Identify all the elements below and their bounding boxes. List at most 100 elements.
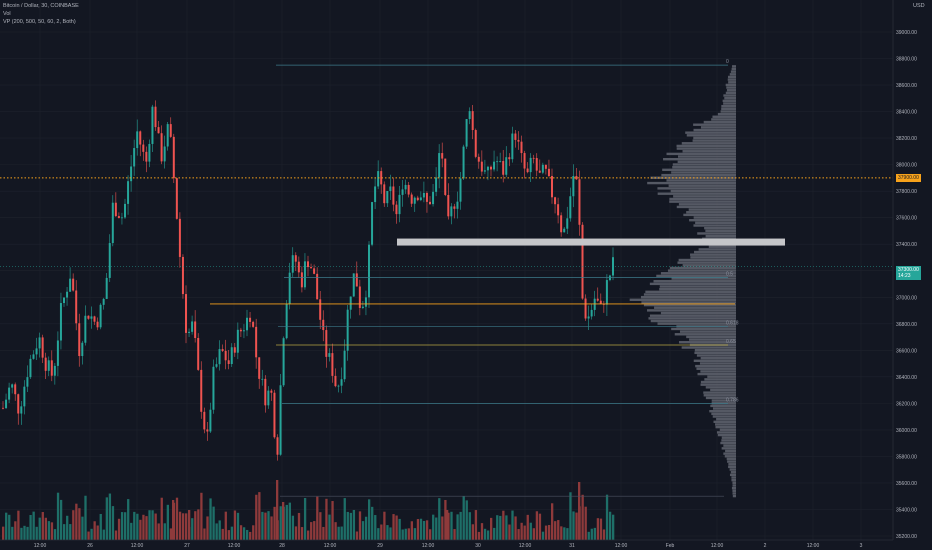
- profile-row: [694, 351, 736, 355]
- volume-bar: [47, 521, 51, 540]
- volume-indicator-label[interactable]: Vol: [3, 11, 11, 17]
- volume-spike: [172, 500, 175, 540]
- candle-body: [242, 330, 245, 332]
- profile-row: [721, 447, 736, 450]
- drawing-overlays[interactable]: 0 0.5 0.618 0.65 0.786: [0, 59, 893, 497]
- profile-row: [657, 192, 736, 195]
- profile-row: [698, 248, 736, 251]
- fib-level-label: 0: [726, 59, 729, 65]
- candle-body: [136, 131, 139, 149]
- candle-body: [526, 168, 529, 173]
- candle-body: [236, 329, 239, 353]
- profile-row: [672, 163, 736, 166]
- volume-bar: [541, 531, 545, 540]
- profile-row: [692, 139, 736, 142]
- candle-body: [316, 273, 319, 300]
- profile-row: [732, 65, 736, 68]
- profile-row: [641, 301, 736, 304]
- volume-bar: [285, 504, 288, 540]
- volume-bar: [520, 522, 523, 540]
- profile-row: [669, 266, 736, 270]
- candle-body: [337, 385, 340, 387]
- volume-bar: [313, 521, 316, 540]
- candle-body: [26, 377, 29, 387]
- candle-body: [185, 294, 187, 333]
- candle-body: [35, 348, 38, 355]
- candle-body: [78, 323, 81, 357]
- profile-row: [686, 335, 736, 339]
- volume-bar: [215, 523, 218, 540]
- volume-bar: [462, 496, 465, 540]
- volume-bar: [499, 515, 502, 540]
- volume-spike: [282, 502, 285, 540]
- candle-body: [102, 298, 105, 305]
- candle-body: [8, 387, 11, 400]
- volume-bar: [389, 527, 392, 540]
- volume-bar: [26, 526, 29, 540]
- price-tick-label: 35800.00: [896, 454, 917, 460]
- candle-body: [386, 190, 389, 204]
- candle-body: [206, 429, 209, 432]
- volume-bar: [75, 503, 78, 540]
- profile-row: [705, 396, 736, 400]
- profile-row: [683, 213, 736, 217]
- volume-bar: [529, 522, 532, 540]
- volume-bar: [371, 506, 374, 540]
- volume-bar: [157, 523, 160, 540]
- resistance-zone[interactable]: [397, 238, 785, 246]
- volume-bar: [136, 513, 139, 540]
- profile-row: [666, 179, 736, 182]
- candle-body: [264, 378, 267, 406]
- candle-body: [221, 349, 224, 351]
- volume-profile-label[interactable]: VP (200, 500, 50, 60, 2, Both): [3, 19, 76, 25]
- currency-label[interactable]: USD: [913, 3, 925, 9]
- volume-bar: [593, 527, 596, 540]
- candle-body: [117, 216, 120, 219]
- profile-row: [650, 319, 736, 323]
- grid-lines: [0, 0, 893, 540]
- candle-body: [163, 146, 166, 162]
- volume-spike: [188, 510, 191, 540]
- candle-body: [505, 157, 508, 175]
- volume-bar: [590, 528, 593, 540]
- candle-body: [511, 133, 514, 160]
- volume-bar: [596, 518, 600, 540]
- profile-row: [660, 311, 736, 315]
- candle-body: [502, 161, 505, 175]
- profile-row: [727, 78, 736, 81]
- time-tick-label: 12:00: [807, 543, 820, 549]
- volume-bar: [307, 530, 310, 540]
- volume-bar: [325, 498, 328, 540]
- candle-body: [456, 201, 459, 209]
- volume-bar: [294, 526, 298, 540]
- profile-row: [715, 423, 736, 426]
- candle-body: [270, 390, 273, 393]
- candle-body: [50, 360, 53, 376]
- candle-body: [358, 286, 361, 308]
- price-tick-label: 39000.00: [896, 30, 917, 36]
- volume-bar: [267, 511, 270, 540]
- time-axis[interactable]: 12:00 26 12:00 27 12:00 28 12:00 29 12:00 30 12:00…: [0, 539, 893, 549]
- volume-bar: [261, 511, 264, 540]
- volume-bar: [471, 524, 474, 540]
- candle-body: [5, 399, 8, 409]
- candle-body: [273, 392, 276, 438]
- profile-row: [711, 118, 736, 121]
- volume-bar: [142, 514, 145, 540]
- volume-bar: [291, 515, 295, 540]
- candle-body: [160, 133, 163, 162]
- candle-body: [331, 353, 334, 376]
- candle-body: [84, 315, 87, 343]
- volume-bar: [535, 511, 539, 540]
- price-axis[interactable]: 39000.00 38800.00 38600.00 38400.00 38200.00…: [892, 0, 917, 540]
- profile-row: [711, 412, 736, 416]
- candle-body: [53, 365, 56, 376]
- price-tick-label: 38800.00: [896, 57, 917, 63]
- volume-bar: [230, 526, 234, 540]
- candle-body: [175, 178, 178, 219]
- profile-row: [697, 372, 736, 376]
- volume-bar: [90, 528, 93, 540]
- symbol-title: Bitcoin / Dollar, 30, COINBASE: [3, 3, 79, 9]
